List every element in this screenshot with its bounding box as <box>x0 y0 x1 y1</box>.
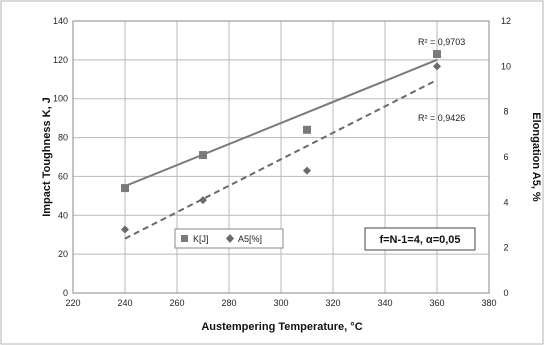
x-tick-label: 300 <box>273 298 288 308</box>
x-tick-label: 320 <box>325 298 340 308</box>
annotation-text: f=N-1=4, α=0,05 <box>379 234 460 246</box>
legend-a5-marker <box>226 234 234 243</box>
x-axis-label: Austempering Temperature, °C <box>201 321 362 333</box>
data-point-kj <box>199 151 207 160</box>
y-right-tick-label: 6 <box>503 152 508 162</box>
x-tick-label: 340 <box>377 298 392 308</box>
trend-lines <box>124 58 438 240</box>
y-right-tick-label: 4 <box>503 197 508 207</box>
data-markers <box>121 50 441 234</box>
data-point-a5 <box>303 166 311 175</box>
data-point-a5 <box>199 196 207 205</box>
annotation-box <box>364 227 476 251</box>
y-left-tick-label: 80 <box>58 133 68 143</box>
legend-k-marker <box>181 235 188 242</box>
x-tick-label: 220 <box>65 298 80 308</box>
y-left-tick-label: 60 <box>58 171 68 181</box>
y-right-tick-labels: 0 2 4 6 8 10 12 <box>501 16 511 298</box>
data-point-kj <box>121 184 129 193</box>
x-tick-label: 360 <box>429 298 444 308</box>
x-tick-labels: 220 240 260 280 300 320 340 360 380 <box>65 298 496 308</box>
y-right-axis-label: Elongation A5, % <box>530 112 542 202</box>
y-left-tick-label: 100 <box>53 94 68 104</box>
x-tick-label: 280 <box>221 298 236 308</box>
legend-k-label: K[J] <box>193 234 209 244</box>
data-point-kj <box>303 125 311 134</box>
y-left-tick-label: 0 <box>63 288 68 298</box>
data-point-a5 <box>433 62 441 71</box>
x-tick-label: 260 <box>169 298 184 308</box>
trend-line-kj <box>124 58 438 188</box>
x-tick-label: 240 <box>117 298 132 308</box>
data-point-kj <box>433 50 441 59</box>
y-right-tick-label: 0 <box>503 288 508 298</box>
x-tick-label: 380 <box>481 298 496 308</box>
y-left-tick-label: 140 <box>53 16 68 26</box>
trend-line-a5 <box>124 79 438 240</box>
y-left-tick-label: 120 <box>53 55 68 65</box>
x-axis-unit: °C <box>350 321 362 333</box>
r2-label-a5: R² = 0,9426 <box>418 113 465 123</box>
y-left-tick-labels: 0 20 40 60 80 100 120 140 <box>53 16 68 298</box>
y-right-tick-label: 2 <box>503 243 508 253</box>
y-right-tick-label: 10 <box>501 61 511 71</box>
plot-area-border <box>72 20 490 294</box>
legend: K[J] A5[%] <box>174 228 284 249</box>
stats-annotation: f=N-1=4, α=0,05 <box>364 227 476 251</box>
y-left-tick-label: 40 <box>58 210 68 220</box>
y-left-tick-label: 20 <box>58 249 68 259</box>
y-left-axis-label: Impact Toughness K, J <box>41 97 53 217</box>
y-right-tick-label: 8 <box>503 107 508 117</box>
r2-label-k: R² = 0,9703 <box>418 37 465 47</box>
y-right-tick-label: 12 <box>501 16 511 26</box>
legend-a5-label: A5[%] <box>238 234 262 244</box>
data-point-a5 <box>121 225 129 234</box>
